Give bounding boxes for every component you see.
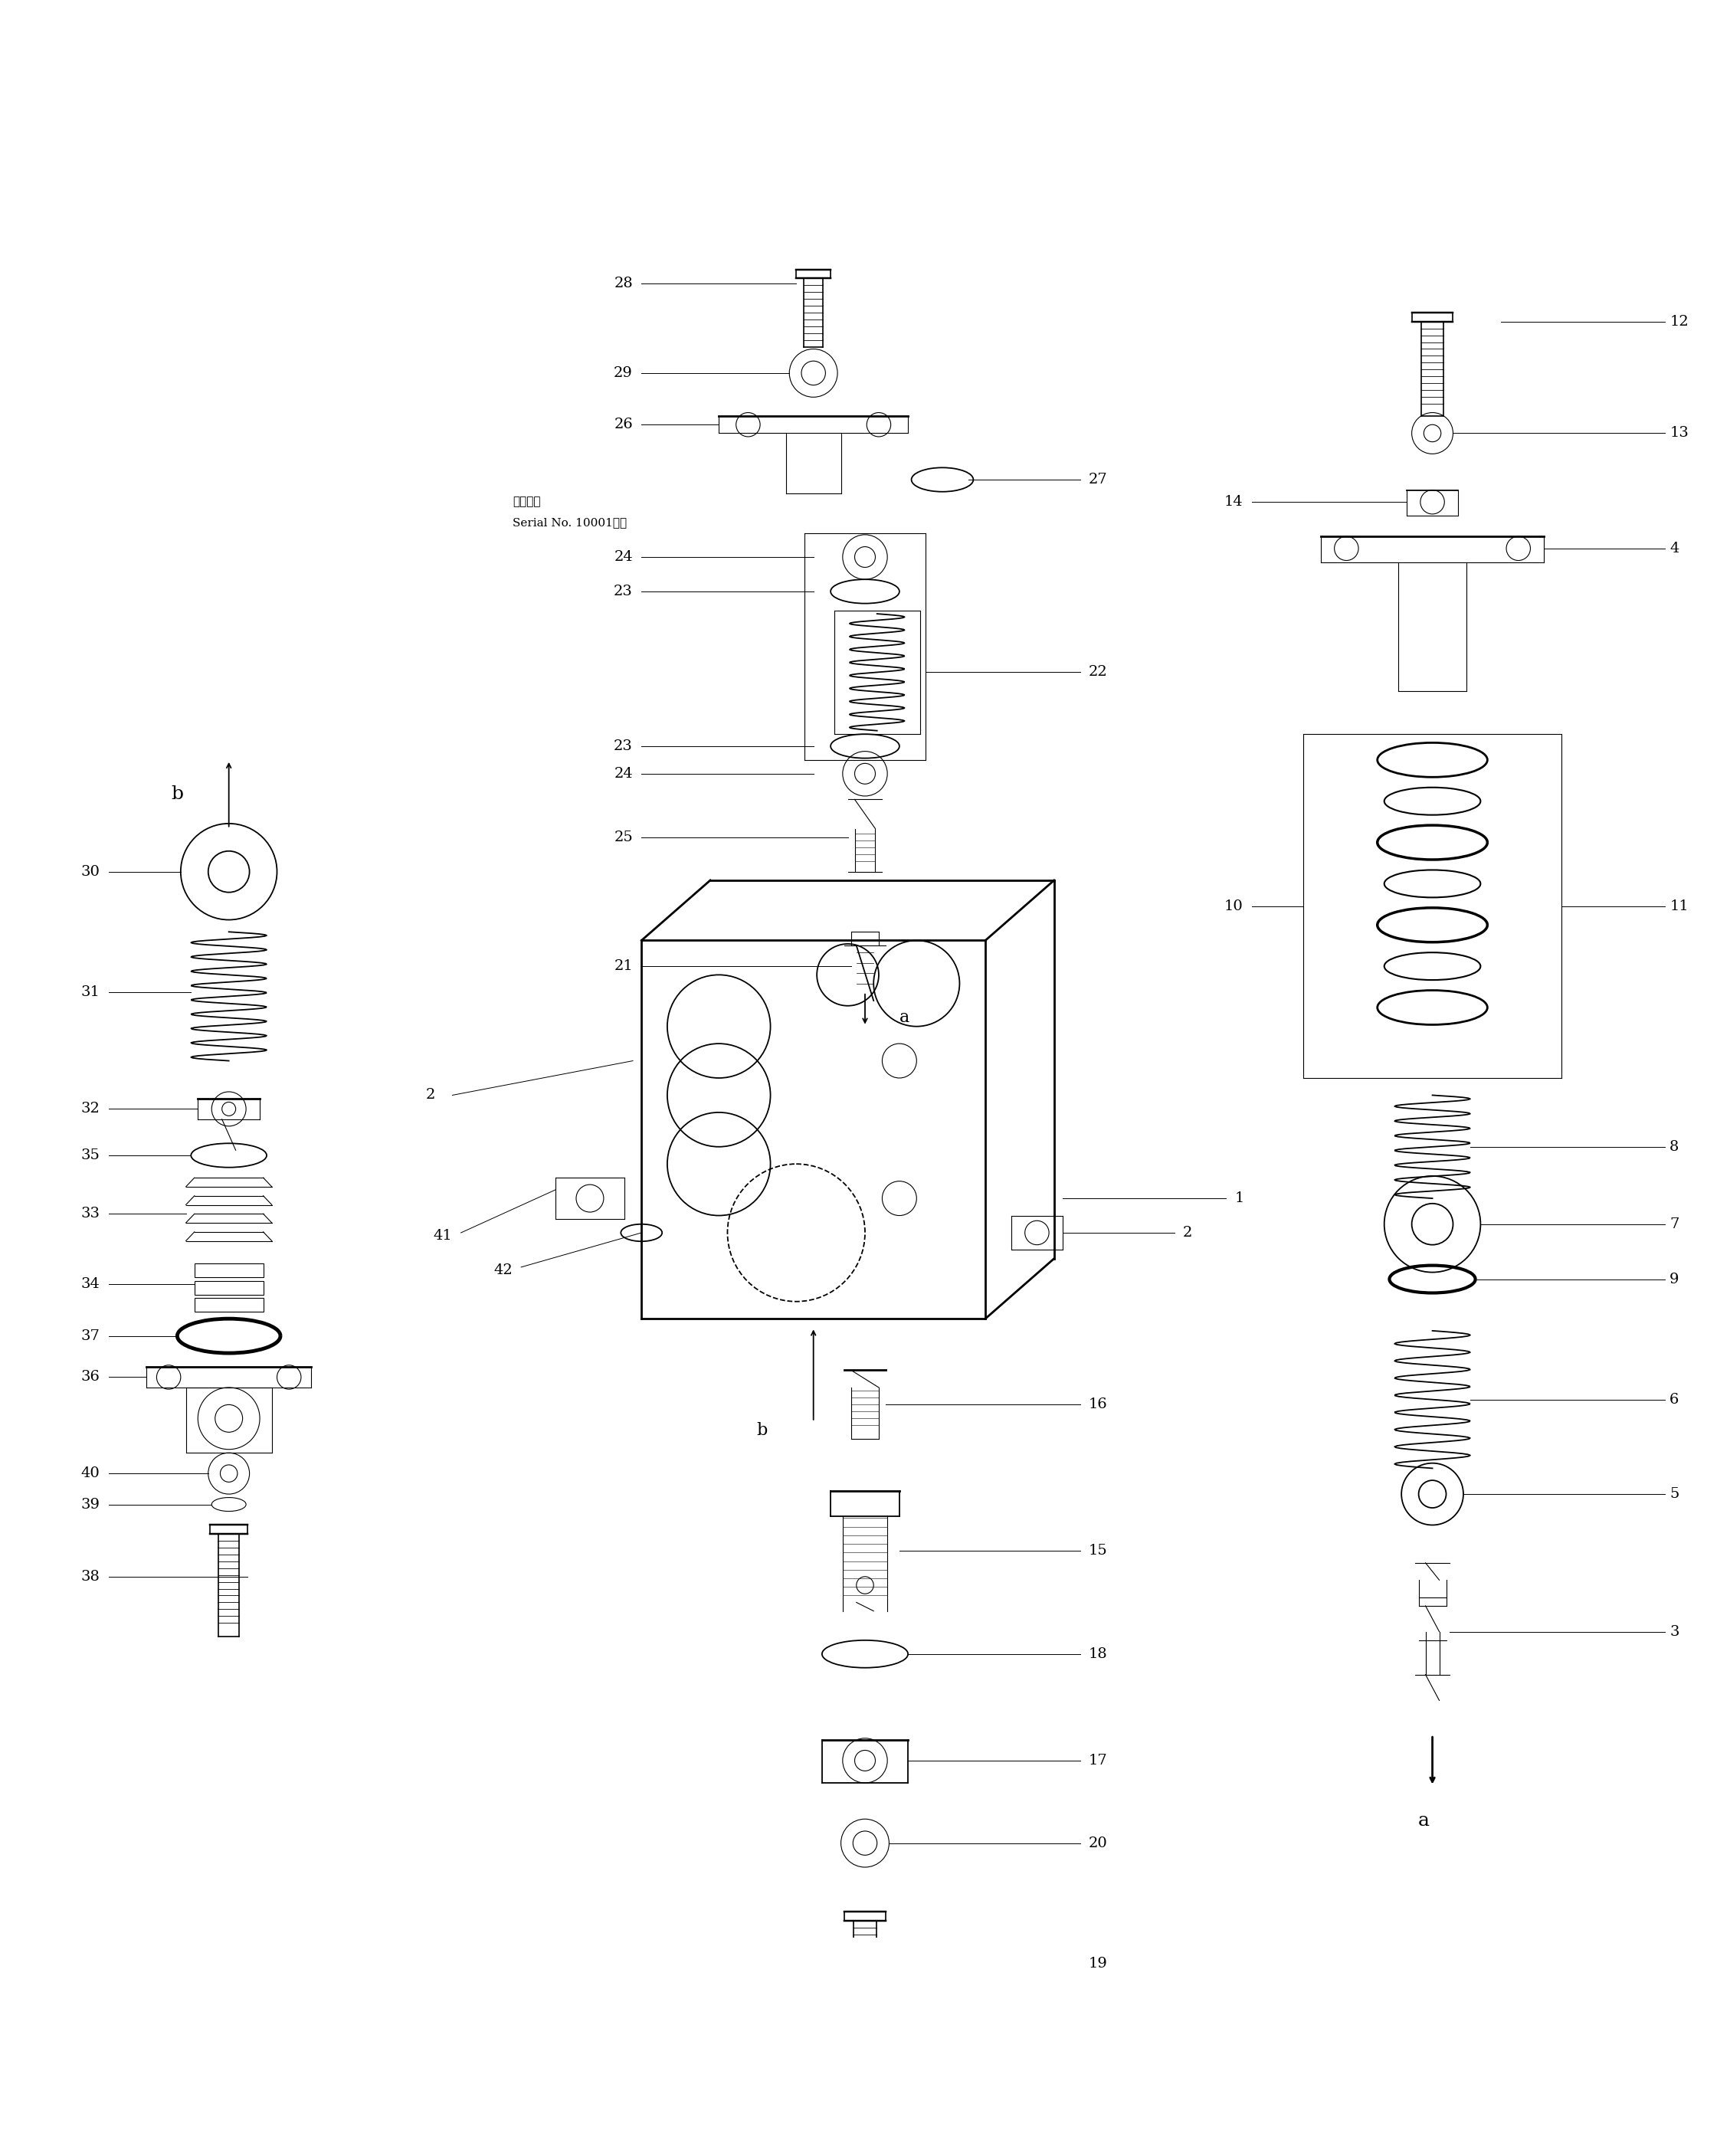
Text: 19: 19 <box>1088 1958 1107 1971</box>
Text: 17: 17 <box>1088 1753 1107 1768</box>
Text: 21: 21 <box>614 959 633 972</box>
Bar <box>194 1298 263 1311</box>
Text: 4: 4 <box>1669 541 1680 556</box>
Text: 41: 41 <box>434 1229 452 1244</box>
Text: 24: 24 <box>614 550 633 565</box>
Text: 38: 38 <box>81 1570 100 1583</box>
Text: 29: 29 <box>614 367 633 379</box>
Text: 1: 1 <box>1235 1192 1244 1205</box>
Text: 28: 28 <box>614 276 633 291</box>
Text: 11: 11 <box>1669 899 1688 912</box>
Text: 31: 31 <box>81 985 100 998</box>
Text: 6: 6 <box>1669 1393 1680 1406</box>
Text: 35: 35 <box>81 1149 100 1162</box>
Text: 15: 15 <box>1088 1544 1107 1559</box>
Text: 39: 39 <box>81 1498 100 1511</box>
Text: 27: 27 <box>1088 472 1107 487</box>
Text: 22: 22 <box>1088 666 1107 679</box>
Text: a: a <box>900 1009 910 1026</box>
Text: 23: 23 <box>614 740 633 752</box>
Text: 42: 42 <box>493 1263 512 1279</box>
Text: 5: 5 <box>1669 1488 1680 1501</box>
Text: 8: 8 <box>1669 1141 1680 1153</box>
Text: 26: 26 <box>614 418 633 431</box>
Text: 3: 3 <box>1669 1626 1680 1639</box>
Text: 25: 25 <box>614 830 633 845</box>
Text: 30: 30 <box>81 865 100 880</box>
Text: 9: 9 <box>1669 1272 1680 1287</box>
Text: 2: 2 <box>426 1089 436 1102</box>
Text: 18: 18 <box>1088 1647 1107 1660</box>
Text: 10: 10 <box>1225 899 1244 912</box>
Text: b: b <box>756 1423 768 1438</box>
Text: 32: 32 <box>81 1102 100 1117</box>
Bar <box>194 1281 263 1294</box>
Text: 12: 12 <box>1669 315 1688 328</box>
Text: 20: 20 <box>1088 1837 1107 1850</box>
Text: 34: 34 <box>81 1276 100 1291</box>
Text: 2: 2 <box>1183 1227 1192 1240</box>
Text: 40: 40 <box>81 1466 100 1481</box>
Bar <box>194 1263 263 1279</box>
Text: 37: 37 <box>81 1328 100 1343</box>
Text: 13: 13 <box>1669 427 1688 440</box>
Text: 24: 24 <box>614 768 633 780</box>
Text: Serial No. 10001～・: Serial No. 10001～・ <box>512 517 626 528</box>
Text: 23: 23 <box>614 584 633 599</box>
Text: 16: 16 <box>1088 1397 1107 1412</box>
Text: 適用号機: 適用号機 <box>512 496 540 507</box>
Text: 36: 36 <box>81 1371 100 1384</box>
Text: 33: 33 <box>81 1207 100 1220</box>
Text: b: b <box>171 785 183 804</box>
Text: a: a <box>1419 1811 1429 1830</box>
Text: 14: 14 <box>1225 496 1244 509</box>
Text: 7: 7 <box>1669 1218 1680 1231</box>
